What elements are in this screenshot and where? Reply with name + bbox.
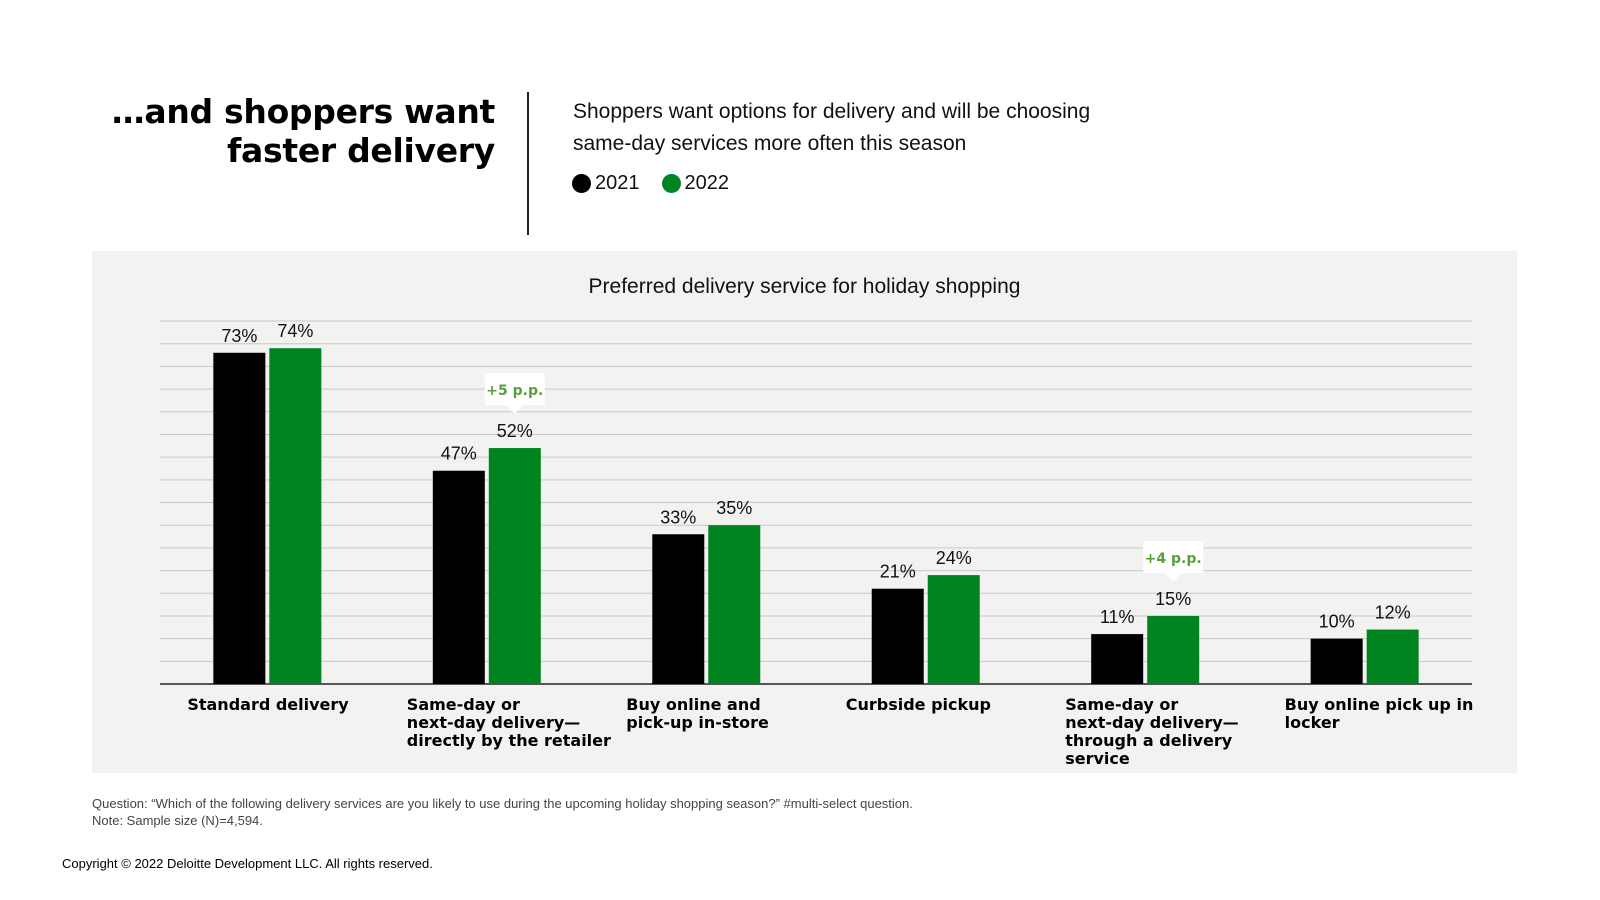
annotation-callout-1 — [1143, 540, 1204, 582]
headline-line-1: …and shoppers want — [111, 92, 496, 131]
category-label-5: Buy online pick up in — [1285, 695, 1474, 714]
category-label-0: Standard delivery — [187, 695, 349, 714]
category-label-4: service — [1065, 749, 1130, 768]
bar-2021-3 — [871, 588, 924, 684]
data-label-2022-1: 52% — [497, 421, 533, 441]
category-label-4: next-day delivery— — [1065, 713, 1238, 732]
bar-2022-1 — [488, 448, 541, 684]
footnote-note: Note: Sample size (N)=4,594. — [92, 813, 263, 828]
data-label-2021-3: 21% — [880, 562, 916, 582]
category-label-1: Same-day or — [407, 695, 520, 714]
bar-2021-4 — [1091, 634, 1144, 684]
data-label-2021-1: 47% — [441, 444, 477, 464]
data-label-2022-5: 12% — [1375, 603, 1411, 623]
category-label-4: through a delivery — [1065, 731, 1233, 750]
annotation-callout-0 — [484, 373, 545, 415]
page-subtitle: Shoppers want options for delivery and w… — [573, 96, 1173, 160]
category-label-2: Buy online and — [626, 695, 760, 714]
headline-line-2: faster delivery — [227, 131, 495, 170]
legend-item-2022: 2022 — [661, 172, 730, 195]
legend-label-2021: 2021 — [595, 172, 640, 194]
data-label-2022-2: 35% — [716, 498, 752, 518]
chart-title: Preferred delivery service for holiday s… — [588, 275, 1021, 298]
legend-swatch-2022 — [661, 174, 681, 193]
header-divider — [527, 92, 529, 235]
category-label-3: Curbside pickup — [846, 695, 991, 714]
category-label-1: next-day delivery— — [407, 713, 580, 732]
legend-label-2022: 2022 — [684, 172, 730, 194]
annotation-text-0: +5 p.p. — [486, 383, 543, 399]
chart-legend: 2021 2022 — [572, 172, 751, 195]
data-label-2022-3: 24% — [936, 548, 972, 568]
category-label-1: directly by the retailer — [407, 731, 611, 750]
data-label-2022-0: 74% — [277, 321, 313, 341]
bar-2022-4 — [1147, 615, 1200, 684]
page-headline: …and shoppers want faster delivery — [75, 92, 496, 170]
subtitle-line-1: Shoppers want options for delivery and w… — [573, 100, 1091, 123]
bar-2022-0 — [269, 348, 322, 684]
bar-2021-0 — [213, 352, 266, 684]
bar-2022-3 — [927, 575, 980, 684]
data-label-2021-2: 33% — [660, 507, 696, 527]
category-label-5: locker — [1285, 713, 1340, 732]
bar-2021-1 — [432, 470, 485, 684]
footnote-question: Question: “Which of the following delive… — [92, 796, 913, 811]
legend-item-2021: 2021 — [572, 172, 640, 195]
bar-2022-5 — [1366, 629, 1419, 684]
data-label-2021-0: 73% — [221, 326, 257, 346]
data-label-2021-4: 11% — [1100, 607, 1135, 627]
chart-panel: Preferred delivery service for holiday s… — [92, 251, 1517, 773]
bar-2022-2 — [708, 525, 761, 684]
legend-swatch-2021 — [572, 174, 591, 193]
category-label-2: pick-up in-store — [626, 713, 769, 732]
footnote: Question: “Which of the following delive… — [92, 795, 913, 829]
bar-2021-5 — [1310, 638, 1363, 684]
data-label-2021-5: 10% — [1319, 612, 1355, 632]
annotation-text-1: +4 p.p. — [1145, 551, 1202, 567]
data-label-2022-4: 15% — [1155, 589, 1191, 609]
bar-chart: 73% 47% 33% 21% 11% 10% 74% 52% 35% 24% 15% 12% Stan… — [160, 320, 1474, 768]
subtitle-line-2: same-day services more often this season — [573, 132, 967, 155]
copyright: Copyright © 2022 Deloitte Development LL… — [62, 856, 433, 871]
category-label-4: Same-day or — [1065, 695, 1178, 714]
bar-2021-2 — [652, 534, 705, 684]
